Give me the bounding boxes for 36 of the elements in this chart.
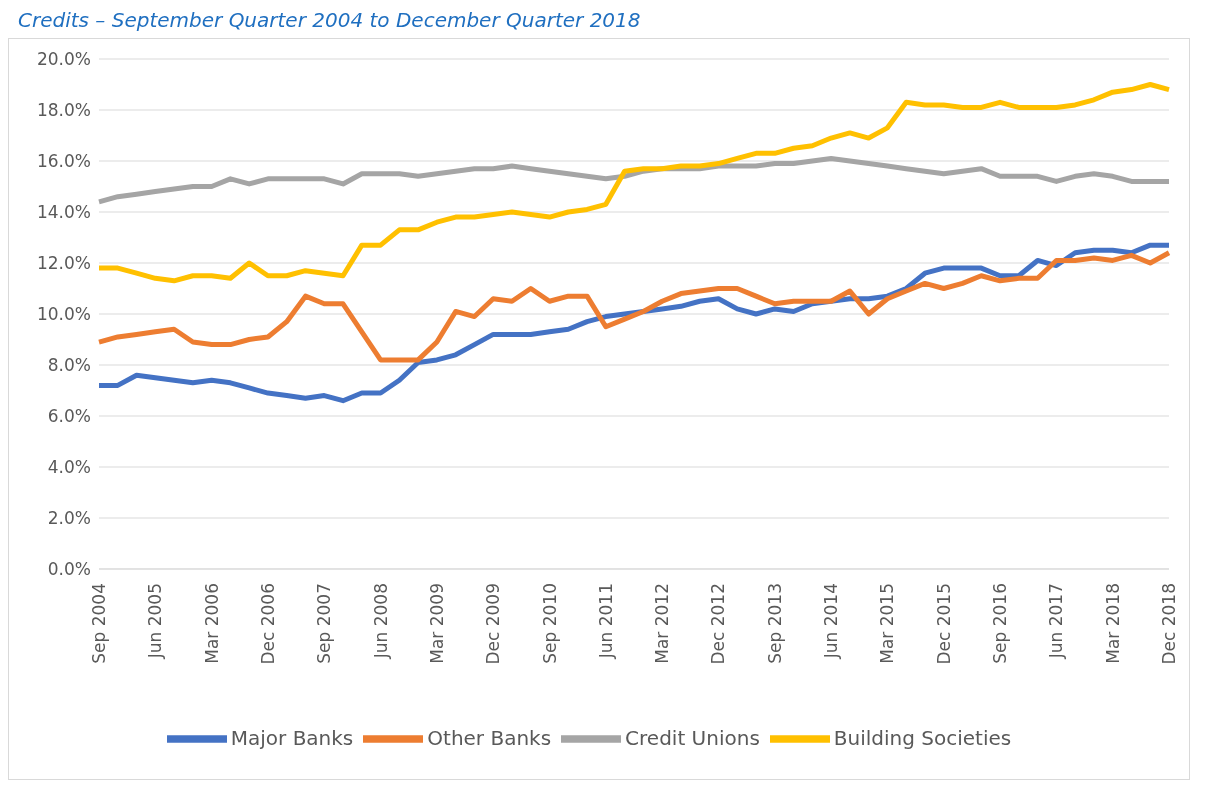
x-tick-label: Jun 2005 bbox=[145, 583, 166, 660]
x-tick-label: Sep 2004 bbox=[89, 583, 109, 664]
x-tick-label: Dec 2009 bbox=[483, 583, 504, 665]
y-tick-label: 6.0% bbox=[47, 406, 91, 427]
y-tick-label: 0.0% bbox=[47, 559, 91, 580]
x-tick-label: Mar 2006 bbox=[201, 583, 222, 664]
x-tick-label: Mar 2015 bbox=[877, 583, 898, 664]
legend-label: Credit Unions bbox=[625, 725, 760, 750]
x-tick-label: Jun 2017 bbox=[1046, 583, 1067, 660]
chart-title: Credits – September Quarter 2004 to December Quarter 2018 bbox=[17, 8, 642, 34]
legend-label: Building Societies bbox=[833, 725, 1012, 750]
y-tick-label: 20.0% bbox=[36, 49, 91, 70]
x-tick-label: Jun 2014 bbox=[821, 583, 842, 660]
x-tick-label: Sep 2013 bbox=[764, 583, 785, 664]
y-tick-label: 18.0% bbox=[36, 100, 91, 121]
y-tick-label: 4.0% bbox=[47, 457, 91, 478]
x-tick-label: Dec 2015 bbox=[933, 583, 954, 665]
x-tick-label: Dec 2012 bbox=[708, 583, 729, 665]
x-tick-label: Jun 2011 bbox=[595, 583, 616, 660]
x-tick-label: Sep 2010 bbox=[539, 583, 560, 664]
y-tick-label: 10.0% bbox=[36, 304, 91, 325]
y-tick-label: 8.0% bbox=[47, 355, 91, 376]
x-tick-label: Mar 2012 bbox=[652, 583, 673, 664]
y-tick-label: 16.0% bbox=[36, 151, 91, 172]
y-tick-label: 2.0% bbox=[47, 508, 91, 529]
y-tick-label: 14.0% bbox=[36, 202, 91, 223]
x-tick-label: Jun 2008 bbox=[370, 583, 391, 660]
x-tick-label: Sep 2016 bbox=[990, 583, 1011, 664]
legend-label: Major Banks bbox=[230, 725, 354, 750]
x-tick-label: Dec 2018 bbox=[1159, 583, 1179, 665]
y-tick-label: 12.0% bbox=[36, 253, 91, 274]
x-tick-label: Mar 2009 bbox=[426, 583, 447, 664]
x-tick-label: Mar 2018 bbox=[1102, 583, 1123, 664]
legend-label: Other Banks bbox=[427, 725, 552, 750]
x-tick-label: Sep 2007 bbox=[314, 583, 335, 664]
x-tick-label: Dec 2006 bbox=[257, 583, 278, 665]
